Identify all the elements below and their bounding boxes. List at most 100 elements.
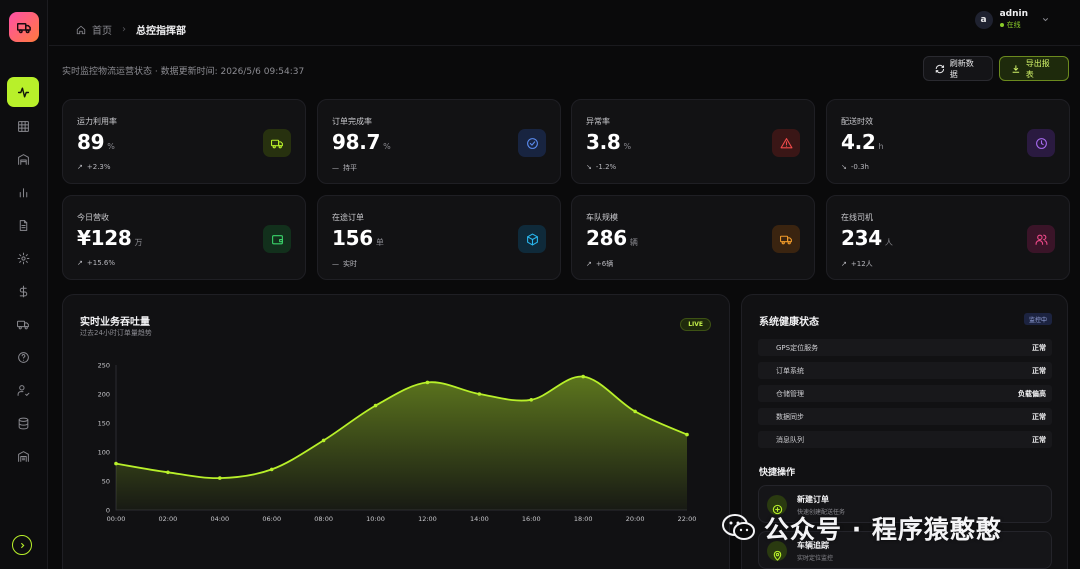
breadcrumb-home[interactable]: 首页	[92, 26, 112, 37]
stat-card[interactable]: 配送时效 4.2 h ↘ -0.3h	[826, 99, 1070, 184]
service-status: 负载偏高	[1018, 389, 1046, 398]
quick-action-name: 车辆追踪	[797, 541, 829, 550]
stat-label: 今日营收	[77, 213, 109, 222]
health-row: GPS定位服务 正常	[758, 339, 1052, 356]
stat-icon-box	[772, 225, 800, 253]
data-point[interactable]	[166, 470, 170, 475]
refresh-button[interactable]: 刷新数据	[923, 56, 993, 81]
expand-sidebar-button[interactable]	[12, 535, 32, 555]
trend-arrow-icon: ↗	[841, 260, 847, 268]
quick-action-0[interactable]: 新建订单 快速创建配送任务	[758, 485, 1052, 523]
data-point[interactable]	[477, 392, 482, 396]
stat-value: 98.7%	[332, 130, 391, 154]
sidebar-item-database[interactable]	[7, 408, 39, 438]
service-status: 正常	[1032, 343, 1046, 352]
stat-trend: — 持平	[332, 164, 357, 172]
x-tick-label: 12:00	[418, 515, 437, 523]
stat-card[interactable]: 在线司机 234 人 ↗ +12人	[826, 195, 1070, 280]
stat-unit: %	[383, 142, 391, 151]
sidebar-item-document[interactable]	[7, 210, 39, 240]
stat-card[interactable]: 在途订单 156 单 — 实时	[317, 195, 561, 280]
sidebar-item-dollar[interactable]	[7, 276, 39, 306]
database-icon	[18, 417, 28, 429]
data-point[interactable]	[114, 461, 118, 466]
stat-trend: ↗ +2.3%	[77, 163, 111, 171]
clock-icon	[1035, 137, 1047, 149]
user-menu[interactable]: a adnin 在线	[974, 9, 1050, 30]
sidebar-item-grid[interactable]	[7, 111, 39, 141]
sidebar-item-help[interactable]	[7, 342, 39, 372]
sidebar-item-warehouse[interactable]	[7, 144, 39, 174]
warehouse-icon	[17, 153, 29, 165]
stat-unit: 人	[884, 238, 893, 247]
stat-card[interactable]: 运力利用率 89% ↗ +2.3%	[62, 99, 306, 184]
throughput-chart: 0 50 100 150 200 250 00:00 02:00 04:00 06:00 08:00…	[98, 362, 697, 524]
export-button[interactable]: 导出报表	[999, 56, 1069, 81]
user-check-icon	[17, 384, 29, 396]
health-row: 消息队列 正常	[758, 431, 1052, 448]
sidebar-item-building[interactable]	[7, 441, 39, 471]
truck-icon	[16, 22, 31, 33]
throughput-chart-panel: 实时业务吞吐量 过去24小时订单量趋势 LIVE 0 50 100 150 200 250…	[62, 294, 730, 569]
data-point[interactable]	[321, 438, 326, 443]
bar-chart-icon	[19, 187, 27, 197]
activity-icon	[17, 86, 29, 98]
service-status: 正常	[1032, 435, 1046, 444]
wallet-icon	[271, 234, 283, 244]
app-logo[interactable]	[9, 12, 39, 42]
stat-icon-box	[518, 225, 546, 253]
service-name: 数据同步	[776, 412, 804, 421]
sidebar-item-user-check[interactable]	[7, 375, 39, 405]
document-icon	[19, 219, 27, 231]
sidebar-item-gear[interactable]	[7, 243, 39, 273]
data-point[interactable]	[269, 467, 274, 472]
stat-card[interactable]: 车队规模 286 辆 ↗ +6辆	[571, 195, 815, 280]
service-status: 正常	[1032, 412, 1046, 421]
stat-label: 在途订单	[332, 213, 364, 222]
map-pin-icon	[773, 550, 781, 561]
sidebar-item-bar-chart[interactable]	[7, 177, 39, 207]
data-point[interactable]	[373, 403, 378, 408]
data-point[interactable]	[633, 409, 637, 414]
stat-label: 车队规模	[586, 213, 618, 222]
y-tick-label: 50	[102, 478, 110, 486]
user-status: 在线	[1000, 20, 1028, 30]
stat-label: 在线司机	[841, 213, 873, 222]
quick-icon-box	[767, 495, 787, 515]
y-tick-label: 150	[98, 420, 110, 428]
stat-value: 156 单	[332, 226, 384, 250]
trend-arrow-icon: ↘	[841, 163, 847, 171]
stat-unit: h	[878, 142, 884, 151]
stat-icon-box	[263, 225, 291, 253]
live-badge: LIVE	[680, 318, 711, 331]
health-title: 系统健康状态	[759, 317, 819, 328]
quick-icon-box	[767, 541, 787, 561]
y-tick-label: 250	[98, 362, 110, 370]
data-point[interactable]	[425, 380, 430, 385]
service-name: 订单系统	[776, 366, 804, 375]
service-name: 消息队列	[776, 435, 804, 444]
data-point[interactable]	[685, 432, 689, 437]
health-row: 仓储管理 负载偏高	[758, 385, 1052, 402]
sidebar-item-activity[interactable]	[7, 77, 39, 107]
quick-action-desc: 快速创建配送任务	[797, 509, 846, 516]
x-tick-label: 18:00	[574, 515, 593, 523]
stat-label: 运力利用率	[77, 117, 117, 126]
quick-action-1[interactable]: 车辆追踪实时定位监控	[758, 531, 1052, 569]
stat-card[interactable]: 订单完成率 98.7% — 持平	[317, 99, 561, 184]
plus-circle-icon	[772, 504, 782, 514]
sidebar-item-truck[interactable]	[7, 309, 39, 339]
trend-arrow-icon: ↗	[77, 163, 83, 171]
quick-action-desc: 实时定位监控	[797, 555, 834, 562]
stat-value: 89%	[77, 130, 115, 154]
health-row: 数据同步 正常	[758, 408, 1052, 425]
data-point[interactable]	[581, 374, 585, 379]
data-point[interactable]	[218, 476, 222, 480]
stat-card[interactable]: 今日营收 ¥128 万 ↗ +15.6%	[62, 195, 306, 280]
y-tick-label: 200	[98, 391, 110, 399]
quick-actions-title: 快捷操作	[759, 468, 796, 478]
stat-card[interactable]: 异常率 3.8% ↘ -1.2%	[571, 99, 815, 184]
stat-unit: 辆	[629, 238, 638, 247]
y-tick-label: 100	[98, 449, 110, 457]
data-point[interactable]	[529, 398, 534, 402]
